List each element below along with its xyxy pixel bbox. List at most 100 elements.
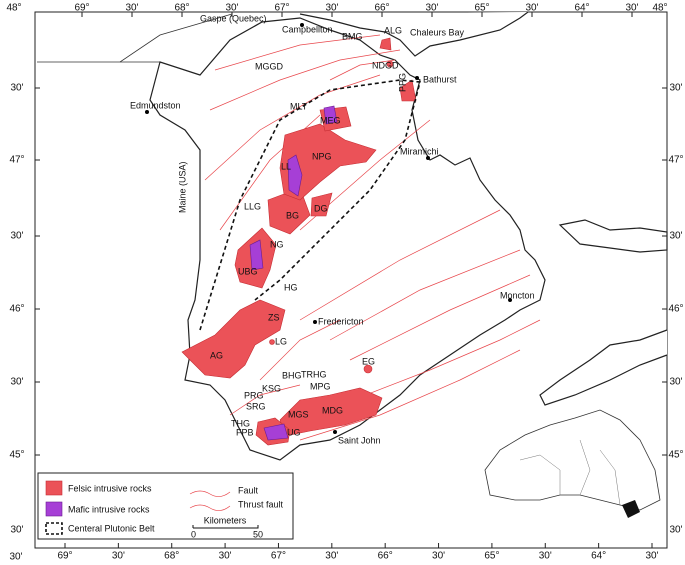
coord-label: 47° [9,155,24,166]
legend-label: Thrust fault [238,499,284,509]
coord-label: 45° [668,450,683,461]
place-label: PRG [244,390,264,400]
coord-label: 69° [57,551,72,562]
scale-title: Kilometers [204,515,247,525]
place-label: Chaleurs Bay [410,27,465,37]
place-label: Saint John [338,435,381,445]
town-markers [145,23,512,434]
coord-label: 30' [669,377,682,388]
coord-label: 30' [325,3,338,14]
coord-label: 64° [574,3,589,14]
place-label: LLG [244,201,261,211]
coord-label: 30' [669,83,682,94]
scale-tick: 50 [253,529,263,539]
place-label: TRHG [301,369,327,379]
fault-line [214,34,381,71]
fault-line [299,349,521,441]
place-label: MEG [320,115,341,125]
town-dot [508,298,512,302]
felsic-pluton [379,37,392,51]
coord-label: 30' [10,377,23,388]
fault-line [229,384,301,416]
coord-label: 68° [174,3,189,14]
legend-swatch [45,501,63,517]
fault-line [259,319,341,381]
coord-label: 65° [484,551,499,562]
place-label: BMG [342,31,363,41]
place-label: NDGD [372,60,399,70]
coord-label: 30' [10,231,23,242]
felsic-pluton [181,299,286,379]
place-label: MDG [322,405,343,415]
coord-label: 30' [645,551,658,562]
town-dot [333,430,337,434]
coord-label: 30' [539,551,552,562]
coord-label: 30' [10,83,23,94]
town-dot [313,320,317,324]
coord-label: 30' [425,3,438,14]
felsic-pluton [386,60,394,68]
place-label: MGS [288,409,309,419]
coord-label: 67° [271,551,286,562]
place-label: ZS [268,312,280,322]
place-label: BG [286,210,299,220]
town-dot [145,110,149,114]
place-label: Maine (USA) [177,161,187,213]
coord-label: 46° [9,304,24,315]
coord-label: 30' [669,525,682,536]
pei [558,219,668,253]
fault-line [329,59,396,81]
place-label: Moncton [500,290,535,300]
place-label: Edmundston [130,100,181,110]
coord-label: 64° [591,551,606,562]
plutons [181,37,417,446]
legend-label: Mafic intrusive rocks [68,504,150,514]
place-label: MLT [290,101,308,111]
place-label: Campbellton [282,24,333,34]
fault-line [329,249,521,341]
inset-highlight [622,500,640,518]
scale-bar [192,525,259,529]
place-label: SRG [246,401,266,411]
place-label: AG [210,350,223,360]
place-label: Miramichi [400,146,439,156]
coord-label: 30' [219,551,232,562]
legend-thrust [189,504,231,511]
place-label: EG [362,356,375,366]
coord-label: 30' [125,3,138,14]
town-dot [426,156,430,160]
coord-label: 65° [474,3,489,14]
inset-map [484,409,661,518]
scale-tick: 0 [191,529,196,539]
mafic-pluton [323,105,338,125]
felsic-pluton [279,123,377,201]
town-dot [300,23,304,27]
felsic-pluton [399,79,417,102]
place-label: MPG [310,381,331,391]
place-label: THG [231,418,250,428]
felsic-pluton [279,387,383,437]
coord-label: 48° [6,3,21,14]
fault-line [299,209,501,321]
coord-label: 30' [10,525,23,536]
town-dot [415,76,419,80]
coord-label: 30' [432,551,445,562]
mafic-pluton [249,239,264,271]
coord-label: 66° [374,3,389,14]
coord-label: 45° [9,450,24,461]
coord-label: 69° [74,3,89,14]
place-label: PPG [397,73,407,92]
labels: 48° 69° 30' 68° 30' 67° 30' 66° 30' 65° 30' 64° 30' 4… [6,3,683,563]
coord-label: 66° [378,551,393,562]
legend-swatch [45,522,63,535]
place-label: Bathurst [423,74,457,84]
inset-canada [484,409,661,511]
felsic-pluton [310,192,333,217]
coord-label: 47° [668,155,683,166]
coord-label: 30' [9,552,22,563]
legend-label: Centeral Plutonic Belt [68,523,155,533]
fault-line [204,74,381,181]
legend-swatch [45,480,63,496]
place-label: HG [284,282,298,292]
